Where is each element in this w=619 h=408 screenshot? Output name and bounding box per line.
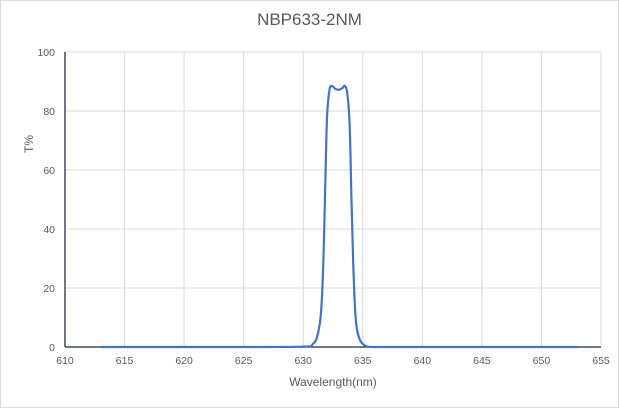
y-tick-label: 80 bbox=[43, 106, 55, 118]
x-tick-label: 625 bbox=[235, 355, 253, 367]
x-tick-label: 635 bbox=[354, 355, 372, 367]
y-tick-label: 40 bbox=[43, 224, 55, 236]
gridlines bbox=[65, 51, 602, 347]
x-tick-label: 615 bbox=[116, 355, 134, 367]
x-axis-ticks: 610 615 620 625 630 635 640 645 650 655 bbox=[56, 355, 610, 367]
y-tick-label: 60 bbox=[43, 165, 55, 177]
y-axis-ticks: 0 20 40 60 80 100 bbox=[37, 47, 55, 354]
transmission-curve bbox=[100, 84, 578, 349]
x-tick-label: 650 bbox=[533, 355, 551, 367]
x-tick-label: 610 bbox=[56, 355, 74, 367]
y-tick-label: 100 bbox=[37, 47, 55, 59]
x-tick-label: 645 bbox=[473, 355, 491, 367]
y-axis-label: T% bbox=[22, 135, 36, 153]
x-tick-label: 620 bbox=[175, 355, 193, 367]
axes bbox=[64, 52, 601, 348]
chart-title: NBP633-2NM bbox=[257, 10, 362, 29]
x-tick-label: 630 bbox=[294, 355, 312, 367]
y-tick-label: 0 bbox=[49, 342, 55, 354]
y-tick-label: 20 bbox=[43, 283, 55, 295]
x-tick-label: 640 bbox=[414, 355, 432, 367]
x-axis-label: Wavelength(nm) bbox=[289, 375, 377, 389]
x-tick-label: 655 bbox=[592, 355, 610, 367]
